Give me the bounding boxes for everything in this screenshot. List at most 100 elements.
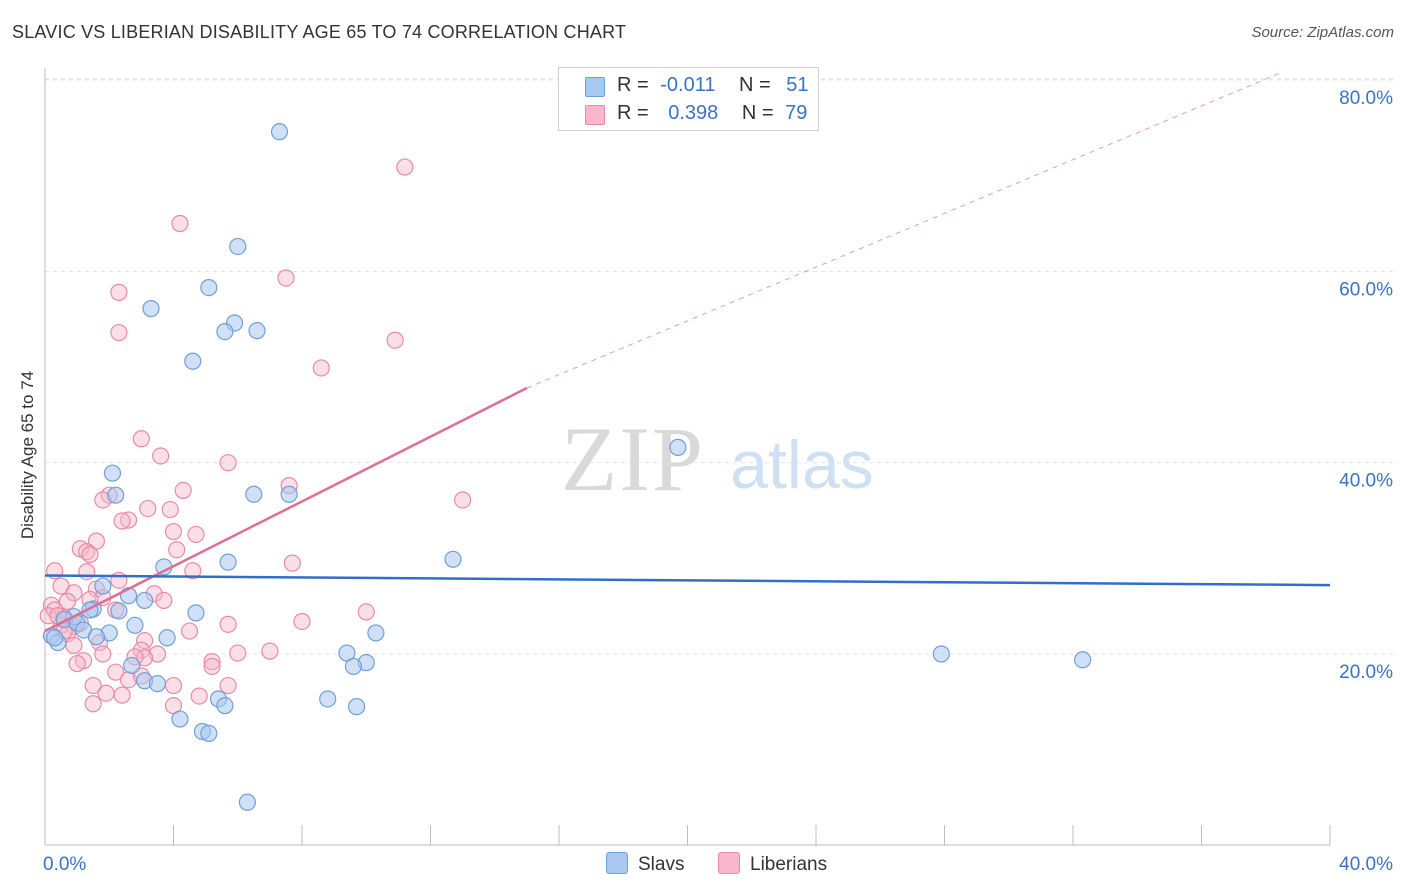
slavs-point xyxy=(229,237,247,256)
slavs-point xyxy=(238,793,256,811)
liberians-point xyxy=(65,584,83,602)
axes xyxy=(44,68,1331,846)
slavs-point xyxy=(46,629,64,647)
slavs-point xyxy=(669,438,687,456)
liberians-point xyxy=(164,522,183,541)
watermark-atlas: atlas xyxy=(730,427,874,503)
slavs-point xyxy=(87,628,106,646)
liberians-point xyxy=(180,622,199,640)
liberians-point xyxy=(261,642,279,660)
slavs-point xyxy=(216,697,234,715)
slavs-point xyxy=(187,604,205,622)
legend-slavs-label: Slavs xyxy=(638,854,685,875)
slavs-point xyxy=(219,553,237,571)
slavs-r-label: R = xyxy=(617,74,649,96)
slavs-n-label: N = xyxy=(739,74,771,96)
grid-lines xyxy=(45,78,1393,655)
liberians-point xyxy=(58,592,77,610)
liberians-point xyxy=(81,545,99,564)
slavs-point xyxy=(1074,651,1092,669)
liberians-point xyxy=(293,612,311,631)
slavs-point xyxy=(200,278,218,297)
stats-legend: R = -0.011 N = 51 R = 0.398 N = 79 xyxy=(558,67,819,131)
slavs-point xyxy=(110,602,128,620)
slavs-point xyxy=(171,710,189,728)
slavs-point xyxy=(344,657,362,676)
slavs-point xyxy=(280,485,298,503)
liberians-point xyxy=(164,676,183,695)
source-label: Source: ZipAtlas.com xyxy=(1251,24,1394,41)
liberians-point xyxy=(110,571,128,589)
slavs-n-value: 51 xyxy=(786,74,809,96)
slavs-point xyxy=(123,656,141,675)
liberians-point xyxy=(113,512,131,530)
liberians-point xyxy=(148,645,167,663)
liberians-point xyxy=(135,632,154,650)
y-tick-label: 20.0% xyxy=(1339,662,1393,683)
liberians-point xyxy=(357,603,375,621)
liberians-point xyxy=(219,676,237,695)
tick-labels: 20.0% 40.0% 60.0% 80.0% 0.0% 40.0% xyxy=(43,88,1393,875)
slavs-point xyxy=(103,464,122,482)
liberians-point xyxy=(65,636,83,654)
slavs-point xyxy=(248,322,266,340)
liberians-point xyxy=(110,323,128,342)
slavs-r-value: -0.011 xyxy=(660,74,716,96)
y-tick-label: 80.0% xyxy=(1339,88,1393,109)
y-tick-label: 40.0% xyxy=(1339,471,1393,492)
liberians-point xyxy=(110,283,128,301)
x-tick-label-min: 0.0% xyxy=(43,854,86,875)
liberians-point xyxy=(219,454,237,472)
liberians-point xyxy=(187,525,205,544)
liberians-point xyxy=(386,331,404,349)
watermark: ZIP atlas xyxy=(561,408,874,510)
liberians-point xyxy=(119,511,138,529)
liberians-point xyxy=(184,562,202,580)
slavs-point xyxy=(216,323,234,341)
liberians-point xyxy=(190,687,208,705)
liberians-point xyxy=(161,500,179,519)
liberians-point xyxy=(168,541,186,559)
trend-lines xyxy=(44,71,1331,633)
liberians-point xyxy=(68,654,86,673)
liberians-n-label: N = xyxy=(741,102,774,124)
liberians-point xyxy=(454,491,472,509)
x-tick-label-max: 40.0% xyxy=(1339,854,1393,875)
liberians-point xyxy=(84,676,102,695)
liberians-point xyxy=(229,644,247,662)
slavs-point xyxy=(135,591,154,610)
slavs-point xyxy=(270,123,289,141)
slavs-point xyxy=(94,577,112,595)
slavs-point xyxy=(319,690,337,708)
liberians-point xyxy=(78,563,96,581)
legend-item-slavs: Slavs xyxy=(606,852,684,876)
legend-liberians-label: Liberians xyxy=(750,854,828,875)
liberians-point xyxy=(152,447,170,465)
liberians-point xyxy=(94,645,112,663)
liberians-trend-line xyxy=(44,386,528,633)
slavs-point xyxy=(184,352,202,370)
liberians-swatch xyxy=(585,105,605,125)
slavs-point xyxy=(348,698,366,716)
liberians-point xyxy=(78,543,96,561)
slavs-points xyxy=(42,123,1092,811)
watermark-zip: ZIP xyxy=(561,408,705,510)
liberians-point xyxy=(283,554,301,572)
slavs-point xyxy=(148,675,167,693)
slavs-swatch xyxy=(585,77,605,97)
slavs-point xyxy=(107,486,125,504)
liberians-point xyxy=(155,591,173,610)
liberians-point xyxy=(97,684,115,702)
liberians-point xyxy=(42,596,61,614)
liberians-r-label: R = xyxy=(617,102,649,124)
chart-title: SLAVIC VS LIBERIAN DISABILITY AGE 65 TO … xyxy=(12,22,627,42)
slavs-point xyxy=(126,616,144,634)
liberians-point xyxy=(171,214,189,233)
liberians-point xyxy=(107,663,125,681)
slavs-point xyxy=(200,724,218,743)
liberians-point xyxy=(113,686,131,704)
legend-item-liberians: Liberians xyxy=(718,852,827,876)
legend-slavs-swatch xyxy=(606,852,628,874)
slavs-point xyxy=(158,629,176,647)
